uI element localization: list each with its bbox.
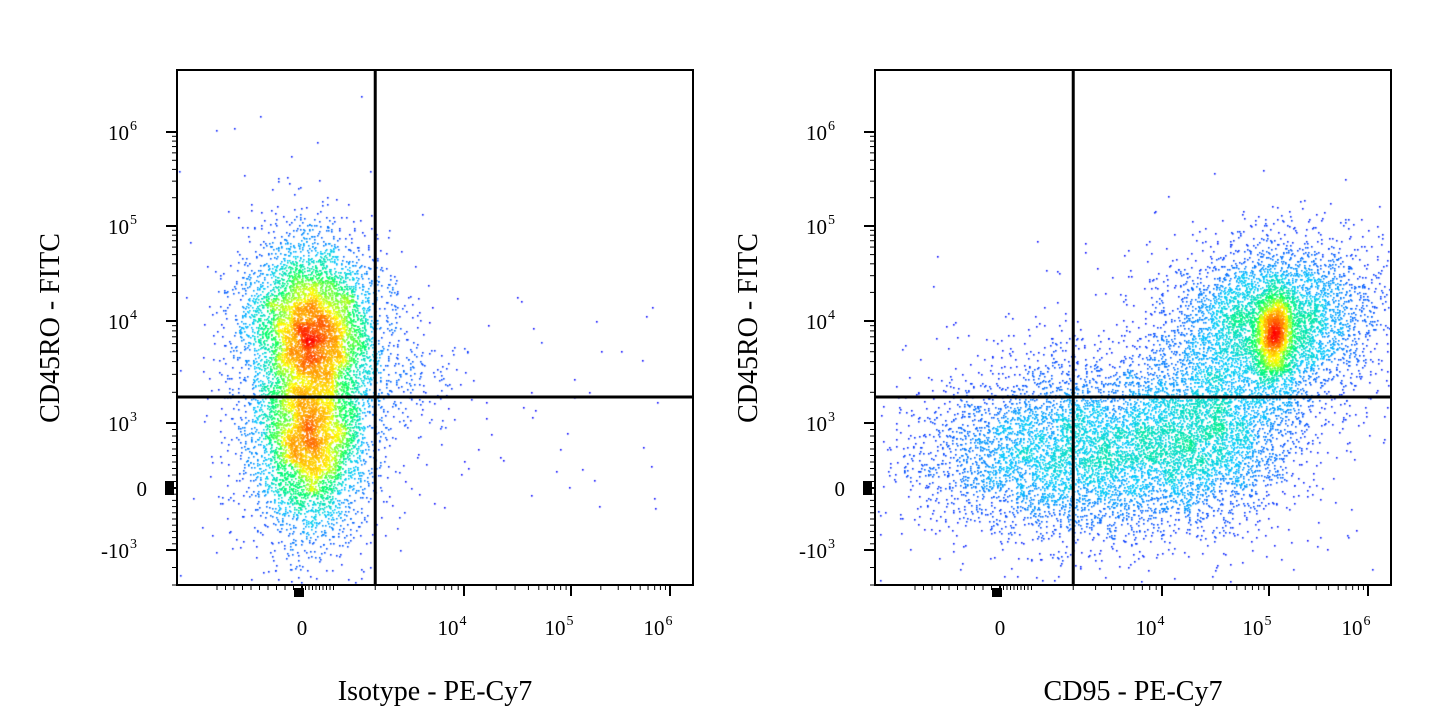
x-tick-label: 105	[545, 614, 574, 640]
x-tick-label: 105	[1243, 614, 1272, 640]
y-tick-label: 0	[835, 477, 846, 501]
y-zero-tick-cluster	[165, 481, 174, 495]
y-axis-title: CD45RO - FITC	[35, 233, 66, 423]
y-tick-label: 103	[108, 410, 137, 436]
x-tick-label: 106	[1342, 614, 1371, 640]
plot-frame	[874, 69, 1392, 586]
y-tick-label: -103	[799, 537, 835, 563]
y-tick-label: 106	[806, 119, 835, 145]
y-tick-label: 0	[137, 477, 148, 501]
y-zero-tick-cluster	[863, 481, 872, 495]
y-tick-label: 105	[108, 213, 137, 239]
x-tick-label: 104	[438, 614, 467, 640]
x-tick-label: 104	[1136, 614, 1165, 640]
x-tick-label: 0	[995, 616, 1006, 640]
x-zero-tick-cluster	[294, 588, 304, 597]
y-tick-label: -103	[101, 537, 137, 563]
panel-2: 0 104 105 106 -103 0 103 104 105 106	[799, 69, 1392, 640]
y-tick-label: 103	[806, 410, 835, 436]
panel-1: 0 104 105 106 -103 0 103 104 105 106	[101, 69, 694, 640]
y-tick-label: 104	[108, 308, 137, 334]
x-tick-label: 106	[644, 614, 673, 640]
density-dots	[177, 70, 693, 585]
y-tick-label: 104	[806, 308, 835, 334]
x-axis-title: CD95 - PE-Cy7	[1044, 676, 1223, 707]
x-zero-tick-cluster	[992, 588, 1002, 597]
x-axis-title: Isotype - PE-Cy7	[338, 676, 532, 707]
x-tick-label: 0	[297, 616, 308, 640]
y-axis-title: CD45RO - FITC	[733, 233, 764, 423]
density-dots	[875, 70, 1391, 585]
y-tick-label: 106	[108, 119, 137, 145]
plot-frame	[176, 69, 694, 586]
y-tick-label: 105	[806, 213, 835, 239]
